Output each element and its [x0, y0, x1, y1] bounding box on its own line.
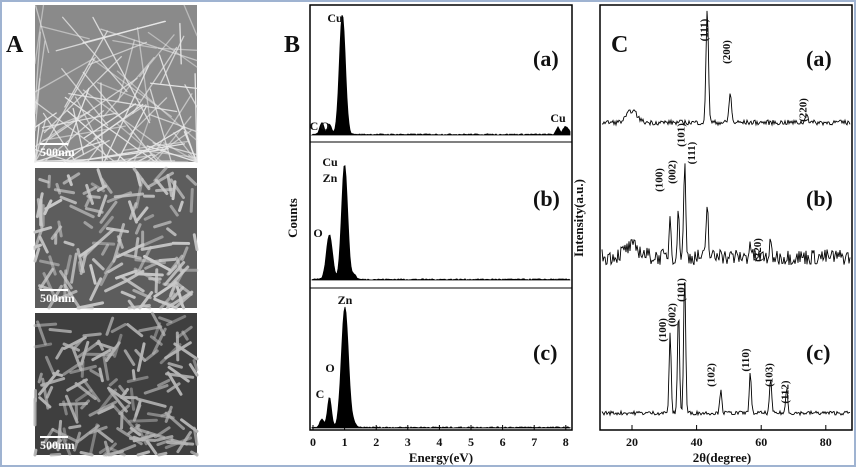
spectrum-label: (b)	[533, 186, 560, 211]
peak-label: (220)	[797, 98, 809, 122]
peak-label: (002)	[666, 160, 678, 184]
tick-label: 0	[310, 435, 316, 449]
peak-label: Cu	[327, 11, 343, 25]
sem-feature	[156, 270, 157, 292]
peak-label: (100)	[654, 168, 666, 192]
tick-label: 40	[691, 435, 703, 449]
pattern-label: (b)	[806, 186, 833, 211]
sem-feature	[133, 371, 134, 379]
peak-label: (102)	[705, 363, 717, 387]
peak-label: (112)	[780, 380, 792, 404]
axis-label: 2θ(degree)	[693, 450, 752, 465]
panel-letter: A	[6, 32, 24, 58]
sem-feature	[84, 334, 100, 336]
sem-feature	[130, 420, 157, 421]
scale-label: 500nm	[40, 438, 75, 452]
tick-label: 6	[500, 435, 506, 449]
peak-label: Zn	[338, 293, 353, 307]
image-label: (b)	[218, 200, 245, 225]
peak-label: Cu	[322, 155, 338, 169]
sem-feature	[152, 261, 161, 262]
sem-feature	[159, 453, 166, 455]
peak-label: (111)	[698, 18, 710, 41]
peak-label: O	[320, 119, 329, 133]
peak-label: Zn	[323, 171, 338, 185]
peak-label: C	[310, 119, 319, 133]
sem-background	[35, 5, 197, 162]
sem-feature	[157, 189, 174, 190]
sem-image	[35, 313, 197, 455]
tick-label: 2	[373, 435, 379, 449]
pattern-label: (c)	[806, 340, 830, 365]
sem-feature	[160, 259, 175, 260]
peak-label: (101)	[676, 278, 688, 302]
sem-feature	[70, 426, 80, 428]
image-label: (a)	[218, 37, 244, 62]
tick-label: 8	[563, 435, 569, 449]
peak-label: (200)	[721, 40, 733, 64]
peak-label: (220)	[752, 238, 764, 262]
peak-label: (110)	[740, 348, 752, 372]
tick-label: 4	[436, 435, 442, 449]
sem-feature	[35, 324, 56, 326]
peak-label: (103)	[764, 363, 776, 387]
peak-label: O	[325, 361, 334, 375]
image-label: (c)	[218, 345, 242, 370]
tick-label: 1	[342, 435, 348, 449]
pattern-label: (a)	[806, 46, 832, 71]
peak-label: Cu	[550, 111, 566, 125]
peak-label: O	[313, 226, 322, 240]
tick-label: 3	[405, 435, 411, 449]
tick-label: 80	[820, 435, 832, 449]
scale-label: 500nm	[40, 145, 75, 159]
axis-label: Counts	[285, 198, 300, 238]
scale-label: 500nm	[40, 291, 75, 305]
panel-letter: C	[611, 32, 628, 58]
sem-feature	[35, 450, 36, 455]
peak-label: C	[316, 387, 325, 401]
peak-label: (002)	[666, 303, 678, 327]
spectrum-label: (a)	[533, 46, 559, 71]
axis-label: Energy(eV)	[409, 450, 473, 465]
tick-label: 7	[531, 435, 537, 449]
tick-label: 5	[468, 435, 474, 449]
sem-image	[35, 5, 197, 162]
sem-feature	[60, 404, 86, 405]
sem-feature	[191, 189, 192, 211]
sem-feature	[51, 454, 60, 455]
tick-label: 20	[626, 435, 638, 449]
sem-image	[35, 168, 197, 308]
panel-letter: B	[284, 32, 300, 58]
tick-label: 60	[755, 435, 767, 449]
peak-label: (111)	[686, 141, 698, 164]
axis-label: Intensity(a.u.)	[571, 179, 586, 257]
spectrum-label: (c)	[533, 340, 557, 365]
